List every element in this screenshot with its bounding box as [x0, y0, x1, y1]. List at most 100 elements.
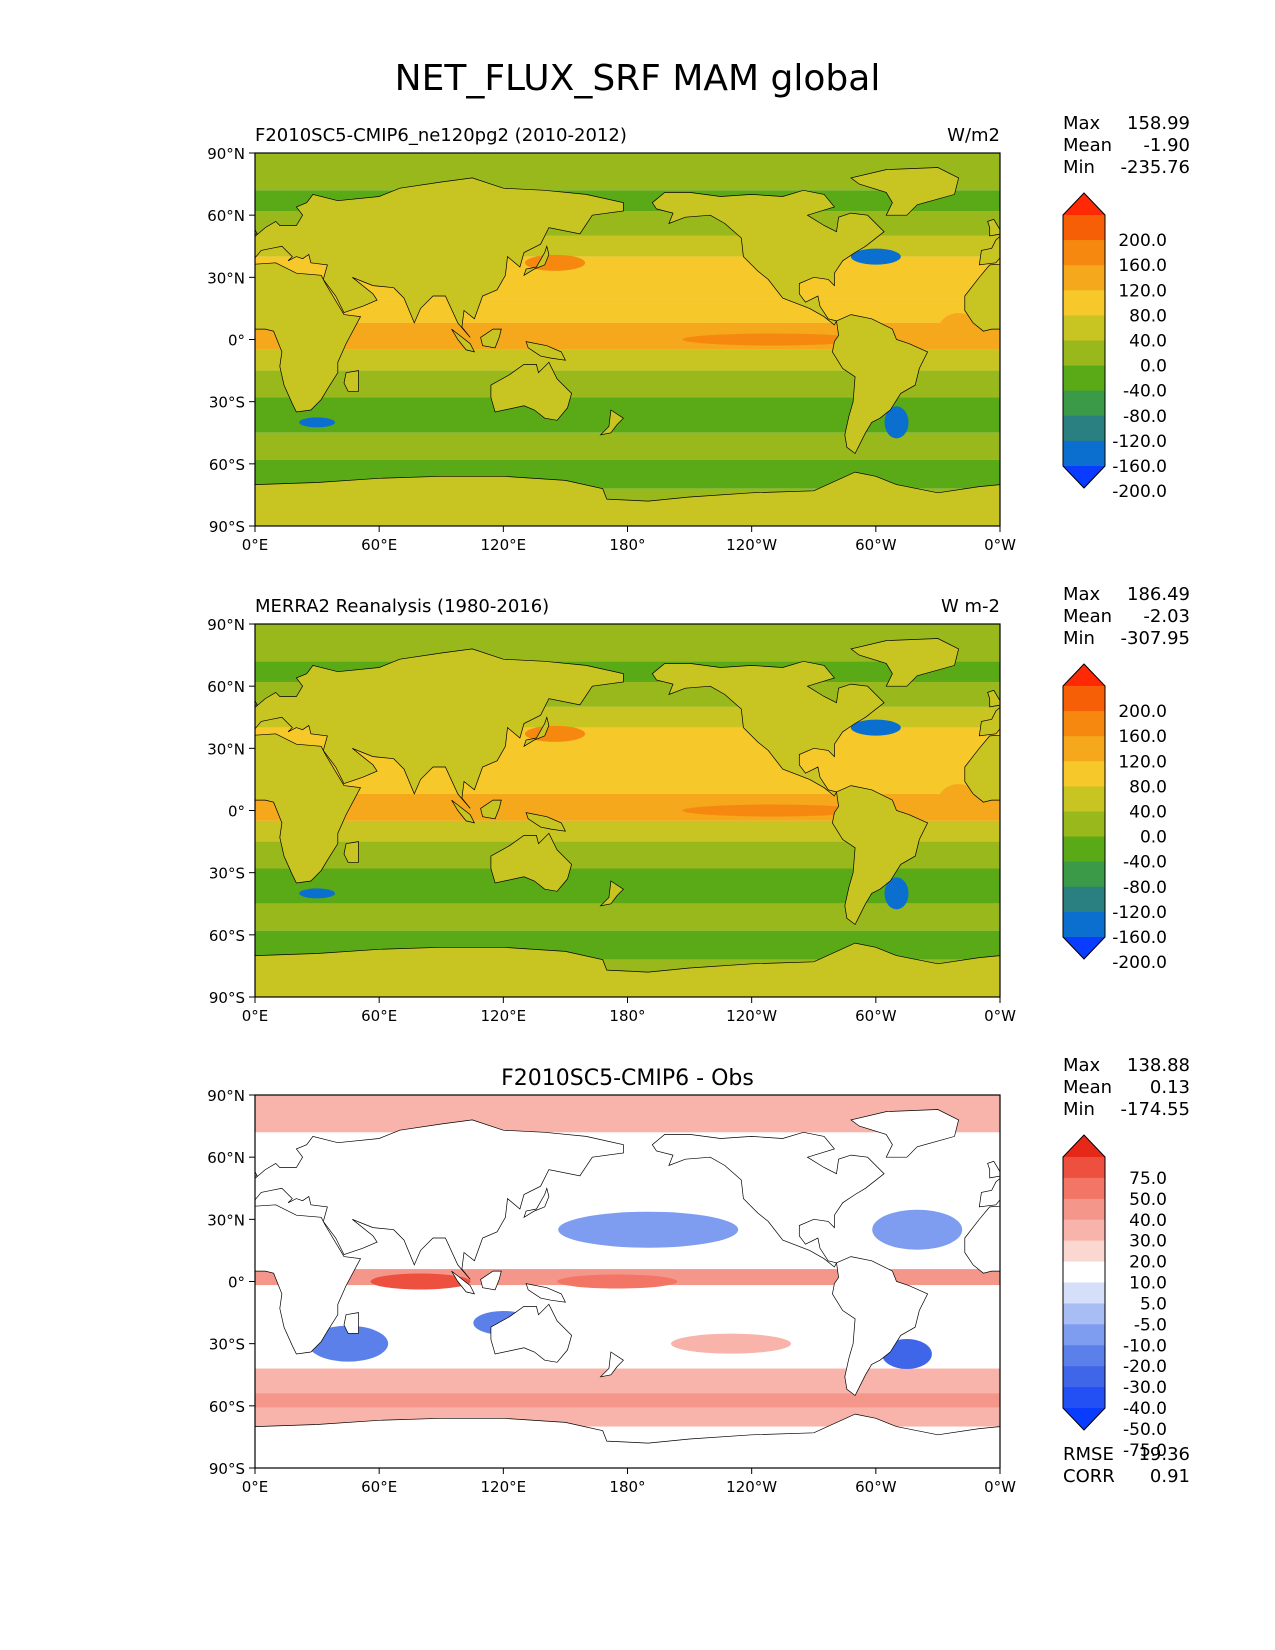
colorbar-segment [1063, 1261, 1105, 1283]
flux-band [255, 903, 1000, 931]
colorbar-segment [1063, 1345, 1105, 1367]
landmass-sumatra [451, 1270, 476, 1295]
lon-tick-label: 0°W [984, 1007, 1016, 1025]
landmass-japan [523, 716, 550, 748]
lon-tick-label: 0°W [984, 536, 1016, 554]
stat-value: 158.99 [1127, 113, 1190, 134]
colorbar-tick-label: -50.0 [1123, 1420, 1167, 1440]
lat-tick-label: 60°N [207, 1149, 245, 1167]
landmass-africa [255, 1204, 362, 1355]
colorbar: 200.0 160.0 120.0 80.0 40.0 0.0 -40.0 -80.0 -120… [1062, 663, 1167, 973]
map-ref [255, 624, 1000, 997]
colorbar-segment [1063, 911, 1105, 938]
colorbar-segment [1063, 761, 1105, 787]
landmass-newzealand [599, 880, 624, 907]
landmass-uk-wrap [987, 218, 1000, 237]
lon-tick-label: 120°W [726, 1007, 777, 1025]
landmass-australia [490, 1303, 572, 1363]
flux-band [255, 432, 1000, 460]
landmass-greenland [850, 638, 960, 687]
colorbar-tick-label: -120.0 [1112, 903, 1167, 923]
colorbar-tick-label: -120.0 [1112, 432, 1167, 452]
flux-band [255, 769, 1000, 794]
lon-tick-label: 120°E [481, 536, 527, 554]
colorbar-extend-max [1063, 1135, 1105, 1157]
north-atlantic-min [872, 1209, 963, 1250]
brazil-malvinas-min [884, 877, 909, 910]
colorbar-segment [1063, 240, 1105, 266]
colorbar-segment [1063, 836, 1105, 863]
landmass-africa-wrap [964, 1205, 1000, 1274]
gulfstream-min [850, 719, 901, 736]
stat-value: 19.36 [1138, 1444, 1190, 1465]
landmass-madagascar [343, 370, 359, 392]
lon-tick-label: 0°E [242, 1478, 269, 1496]
colorbar-segment [1063, 390, 1105, 417]
stat-label: Mean [1063, 135, 1112, 156]
landmass-eurasia [255, 1119, 624, 1280]
colorbar-segment [1063, 886, 1105, 913]
lat-tick-label: 0° [228, 332, 245, 350]
colorbar-tick-label: 20.0 [1129, 1253, 1167, 1273]
stat-label: Mean [1063, 606, 1112, 627]
panel-ref: MERRA2 Reanalysis (1980-2016) W m-2 90°N 60… [207, 584, 1190, 1025]
colorbar-segment [1063, 1198, 1105, 1221]
lon-tick-label: 120°E [481, 1007, 527, 1025]
colorbar: 75.050.040.030.020.010.05.0-5.0-10.0-20.… [1062, 1134, 1167, 1461]
lat-tick-label: 60°S [209, 927, 245, 945]
landmass-antarctica [255, 1413, 1000, 1468]
colorbar-tick-label: -160.0 [1112, 928, 1167, 948]
colorbar-tick-label: -80.0 [1123, 407, 1167, 427]
landmass-eurasia [255, 177, 624, 338]
panel-units: W/m2 [947, 125, 1000, 146]
lat-tick-label: 90°N [207, 1087, 245, 1105]
landmass-namerica [651, 189, 885, 326]
stat-label: Min [1063, 157, 1095, 178]
lon-tick-label: 60°E [361, 1478, 397, 1496]
colorbar-segment [1063, 786, 1105, 812]
lat-tick-label: 60°S [209, 1398, 245, 1416]
landmass-namerica [651, 1131, 885, 1268]
landmass-samerica [832, 785, 929, 926]
colorbar-outline [1062, 1134, 1106, 1431]
colorbar-segment [1063, 265, 1105, 291]
pacific-eq-max [557, 1274, 678, 1289]
colorbar-segment [1063, 1240, 1105, 1263]
colorbar-segment [1063, 1219, 1105, 1242]
colorbar-outline [1062, 663, 1106, 960]
colorbar-tick-label: 40.0 [1129, 332, 1167, 352]
panel-center-title: F2010SC5-CMIP6 - Obs [501, 1066, 754, 1091]
colorbar-tick-label: -40.0 [1123, 1399, 1167, 1419]
lat-tick-label: 30°N [207, 269, 245, 287]
colorbar-segment [1063, 1324, 1105, 1346]
equatorial-pacific-max [682, 804, 863, 817]
lon-tick-label: 60°E [361, 1007, 397, 1025]
colorbar-tick-label: -160.0 [1112, 457, 1167, 477]
lat-tick-label: 60°N [207, 678, 245, 696]
colorbar-tick-label: 30.0 [1129, 1232, 1167, 1252]
stat-value: 138.88 [1127, 1055, 1190, 1076]
stat-label: Max [1063, 584, 1101, 605]
landmass-madagascar [343, 1312, 359, 1334]
lon-tick-label: 60°E [361, 536, 397, 554]
map-diff [255, 1095, 1000, 1468]
colorbar: 200.0 160.0 120.0 80.0 40.0 0.0 -40.0 -80.0 -120… [1062, 192, 1167, 502]
stat-value: -1.90 [1143, 135, 1190, 156]
panel-left-title: MERRA2 Reanalysis (1980-2016) [255, 596, 549, 617]
gulfstream-min [850, 248, 901, 265]
lon-tick-label: 0°E [242, 1007, 269, 1025]
lon-tick-label: 60°W [855, 1007, 897, 1025]
landmass-sumatra [451, 799, 476, 824]
landmass-australia [490, 361, 572, 421]
landmass-australia [490, 832, 572, 892]
lat-tick-label: 30°N [207, 740, 245, 758]
colorbar-segment [1063, 1157, 1105, 1179]
landmass-eurasia [255, 648, 624, 809]
landmass-uk-wrap [987, 1160, 1000, 1179]
stat-label: CORR [1063, 1466, 1115, 1487]
landmass-eurasia-wrap [978, 707, 1000, 737]
colorbar-segment [1063, 1387, 1105, 1409]
flux-band [255, 298, 1000, 323]
landmass-newzealand [599, 409, 624, 436]
